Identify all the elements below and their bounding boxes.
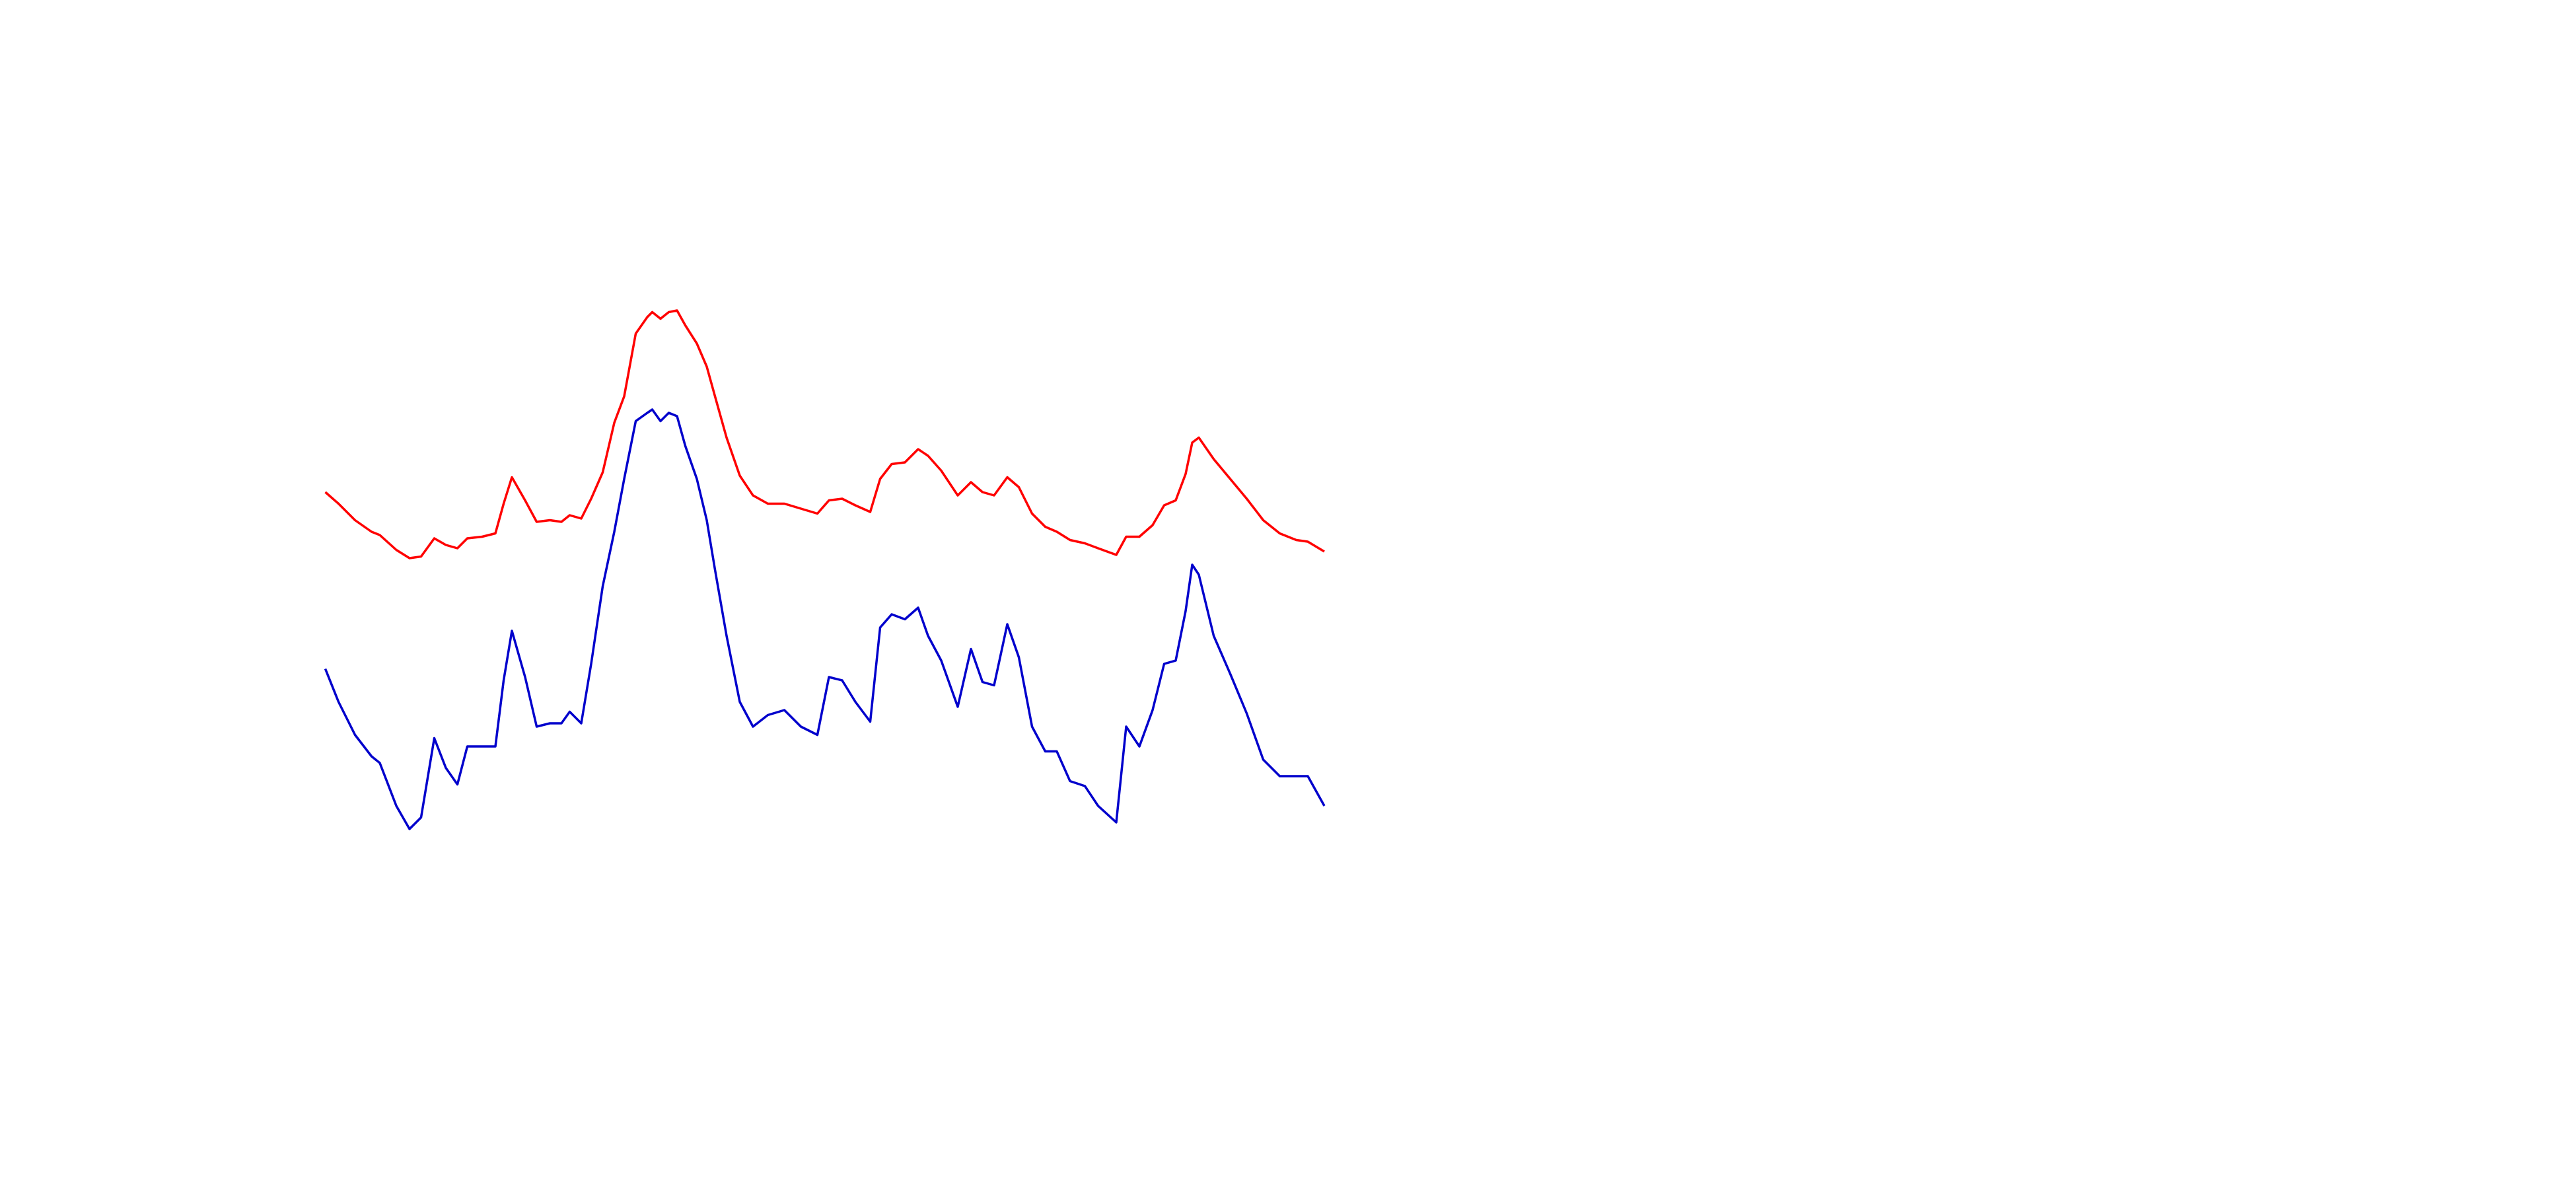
line xyxy=(324,309,1325,559)
line xyxy=(324,408,1326,830)
